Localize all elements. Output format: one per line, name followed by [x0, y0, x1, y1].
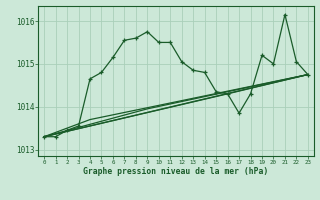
- X-axis label: Graphe pression niveau de la mer (hPa): Graphe pression niveau de la mer (hPa): [84, 167, 268, 176]
